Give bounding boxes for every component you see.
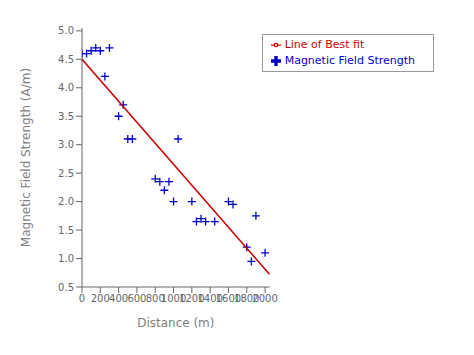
svg-text:0.5: 0.5: [58, 282, 74, 293]
svg-text:1800: 1800: [234, 293, 260, 305]
svg-text:2000: 2000: [252, 293, 277, 304]
svg-text:2.5: 2.5: [58, 168, 74, 179]
svg-text:1000: 1000: [160, 293, 187, 305]
svg-text:1600: 1600: [215, 293, 242, 305]
svg-text:3.5: 3.5: [58, 111, 74, 122]
svg-text:4.0: 4.0: [58, 82, 74, 93]
svg-text:2.0: 2.0: [58, 196, 74, 207]
svg-text:200: 200: [91, 293, 110, 304]
svg-text:1.5: 1.5: [58, 225, 74, 236]
svg-text:5.0: 5.0: [58, 25, 74, 36]
svg-text:Distance (m): Distance (m): [137, 316, 214, 330]
svg-text:4.5: 4.5: [58, 54, 74, 65]
svg-text:800: 800: [145, 293, 165, 305]
svg-text:600: 600: [127, 293, 146, 304]
svg-text:1400: 1400: [197, 293, 223, 305]
html-text:Magnetic Field Strength: Magnetic Field Strength: [284, 54, 415, 67]
svg-text:0: 0: [79, 293, 85, 304]
svg-text:400: 400: [109, 293, 128, 304]
svg-text:Magnetic Field Strength (A/m): Magnetic Field Strength (A/m): [19, 68, 33, 247]
svg-text:3.0: 3.0: [58, 139, 74, 150]
svg-text:1200: 1200: [179, 293, 205, 305]
html-text:Line of Best fit: Line of Best fit: [284, 38, 365, 51]
svg-text:1.0: 1.0: [58, 253, 74, 264]
